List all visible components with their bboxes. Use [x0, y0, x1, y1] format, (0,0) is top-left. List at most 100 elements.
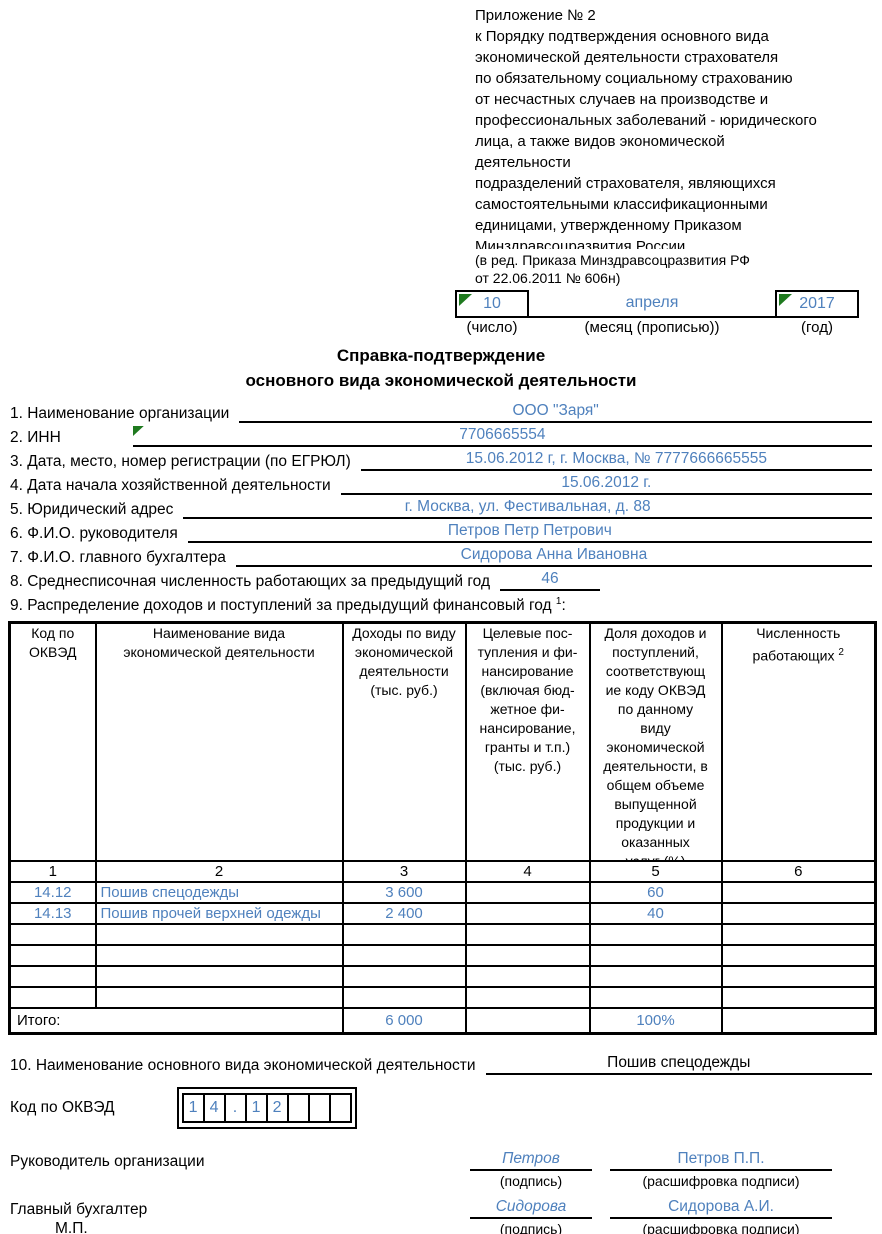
- field-label: 7. Ф.И.О. главного бухгалтера: [10, 549, 226, 566]
- okved-digit-cell[interactable]: 1: [181, 1092, 205, 1123]
- field-registration: 3. Дата, место, номер регистрации (по ЕГ…: [10, 447, 872, 471]
- signatures-section: Руководитель организации Петров Петров П…: [10, 1145, 872, 1234]
- field-director-input[interactable]: Петров Петр Петрович: [187, 520, 872, 543]
- section9-heading: 9. Распределение доходов и поступлений з…: [10, 591, 872, 615]
- okved-digit-cell[interactable]: 4: [202, 1092, 226, 1123]
- field-accountant-input[interactable]: Сидорова Анна Ивановна: [235, 544, 872, 567]
- name-caption: (расшифровка подписи): [642, 1220, 800, 1234]
- cell-income[interactable]: [341, 923, 467, 946]
- editable-field-marker-icon: [132, 426, 144, 438]
- cell-code[interactable]: 14.13: [8, 902, 97, 925]
- spacer: [10, 1171, 470, 1191]
- cell-target[interactable]: [464, 986, 591, 1009]
- cell-share[interactable]: [588, 965, 723, 988]
- cell-name[interactable]: Пошив спецодежды: [94, 881, 344, 904]
- footnote-ref: 1: [555, 595, 562, 607]
- date-month-field[interactable]: апреля: [529, 290, 775, 316]
- cell-staff[interactable]: [720, 902, 877, 925]
- cell-share[interactable]: 40: [588, 902, 723, 925]
- field-org-name-input[interactable]: ООО "Заря": [239, 400, 872, 423]
- field-label: 3. Дата, место, номер регистрации (по ЕГ…: [10, 453, 351, 470]
- field-label: 10. Наименование основного вида экономич…: [10, 1056, 476, 1074]
- director-name-field[interactable]: Петров П.П.: [610, 1148, 832, 1171]
- cell-code[interactable]: [8, 944, 97, 967]
- cell-target[interactable]: [464, 965, 591, 988]
- cell-target[interactable]: [464, 923, 591, 946]
- cell-income[interactable]: [341, 944, 467, 967]
- accountant-name-field[interactable]: Сидорова А.И.: [610, 1196, 832, 1219]
- cell-name[interactable]: [94, 965, 344, 988]
- header-activity-name: Наименование вида экономической деятельн…: [94, 621, 344, 862]
- field-label: 8. Среднесписочная численность работающи…: [10, 573, 490, 590]
- cell-income[interactable]: 3 600: [341, 881, 467, 904]
- stamp-place: М.П.: [55, 1219, 88, 1234]
- cell-code[interactable]: [8, 965, 97, 988]
- field-org-name: 1. Наименование организации ООО "Заря": [10, 399, 872, 423]
- cell-share[interactable]: 60: [588, 881, 723, 904]
- cell-code[interactable]: 14.12: [8, 881, 97, 904]
- footnote-ref: 2: [838, 647, 844, 658]
- cell-income[interactable]: 2 400: [341, 902, 467, 925]
- cell-name[interactable]: [94, 944, 344, 967]
- date-day-label: (число): [466, 319, 518, 336]
- okved-dot-cell[interactable]: .: [223, 1092, 247, 1123]
- cell-staff[interactable]: [720, 986, 877, 1009]
- cell-target[interactable]: [464, 881, 591, 904]
- cell-share[interactable]: [588, 986, 723, 1009]
- director-signature-field[interactable]: Петров: [470, 1148, 592, 1171]
- cell-code[interactable]: [8, 986, 97, 1009]
- field-headcount-input[interactable]: 46: [500, 568, 600, 591]
- cell-staff[interactable]: [720, 965, 877, 988]
- signature-caption: (подпись): [499, 1220, 563, 1234]
- okved-digit-cell[interactable]: [328, 1092, 352, 1123]
- okved-label: Код по ОКВЭД: [10, 1098, 115, 1116]
- date-day-field[interactable]: 10: [455, 290, 529, 316]
- field-label: 2. ИНН: [10, 429, 61, 446]
- cell-target[interactable]: [464, 944, 591, 967]
- cell-name[interactable]: [94, 986, 344, 1009]
- section9-label: 9. Распределение доходов и поступлений з…: [10, 595, 566, 614]
- field-label: 5. Юридический адрес: [10, 501, 174, 518]
- okved-digit-cell[interactable]: 1: [244, 1092, 268, 1123]
- field-inn-input[interactable]: 7706665554: [132, 424, 872, 447]
- header-target-financing: Целевые пос- тупления и фи- нансирование…: [464, 621, 591, 862]
- field-headcount: 8. Среднесписочная численность работающи…: [10, 567, 872, 591]
- field-value: Пошив спецодежды: [607, 1053, 751, 1071]
- field-legal-address-input[interactable]: г. Москва, ул. Фестивальная, д. 88: [183, 496, 872, 519]
- field-value: 15.06.2012 г.: [561, 474, 652, 491]
- cell-share[interactable]: [588, 944, 723, 967]
- cell-name[interactable]: Пошив прочей верхней одежды: [94, 902, 344, 925]
- cell-staff[interactable]: [720, 881, 877, 904]
- cell-share[interactable]: [588, 923, 723, 946]
- table-total-row: Итого: 6 000 100%: [8, 1007, 877, 1034]
- okved-digit-cell[interactable]: [307, 1092, 331, 1123]
- appendix-main-text: Приложение № 2 к Порядку подтверждения о…: [475, 7, 817, 249]
- cell-name[interactable]: [94, 923, 344, 946]
- header-staff-count: Численность работающих 2: [720, 621, 877, 862]
- cell-income[interactable]: [341, 965, 467, 988]
- okved-digit-cell[interactable]: 2: [265, 1092, 289, 1123]
- cell-staff[interactable]: [720, 923, 877, 946]
- total-staff: [720, 1007, 877, 1034]
- field-registration-input[interactable]: 15.06.2012 г, г. Москва, № 7777666665555: [360, 448, 872, 471]
- field-activity-start-input[interactable]: 15.06.2012 г.: [340, 472, 872, 495]
- field-value: 46: [541, 570, 559, 587]
- okved-digit-cell[interactable]: [286, 1092, 310, 1123]
- field-value: 15.06.2012 г, г. Москва, № 7777666665555: [465, 450, 767, 467]
- director-signature-row: Руководитель организации Петров Петров П…: [10, 1145, 872, 1171]
- accountant-signature-field[interactable]: Сидорова: [470, 1196, 592, 1219]
- cell-target[interactable]: [464, 902, 591, 925]
- date-year-value: 2017: [799, 295, 835, 312]
- cell-staff[interactable]: [720, 944, 877, 967]
- total-share: 100%: [588, 1007, 723, 1034]
- field-value: Петров Петр Петрович: [447, 522, 612, 539]
- field-value: г. Москва, ул. Фестивальная, д. 88: [404, 498, 651, 515]
- cell-code[interactable]: [8, 923, 97, 946]
- date-year-field[interactable]: 2017: [775, 290, 859, 316]
- date-labels: (число) (месяц (прописью)) (год): [455, 318, 859, 338]
- table-header-row: Код по ОКВЭД Наименование вида экономиче…: [8, 621, 877, 862]
- cell-income[interactable]: [341, 986, 467, 1009]
- header-income-share: Доля доходов и поступлений, соответствую…: [588, 621, 723, 862]
- signature-caption: (подпись): [499, 1172, 563, 1189]
- field-main-activity-input[interactable]: Пошив спецодежды: [485, 1052, 872, 1075]
